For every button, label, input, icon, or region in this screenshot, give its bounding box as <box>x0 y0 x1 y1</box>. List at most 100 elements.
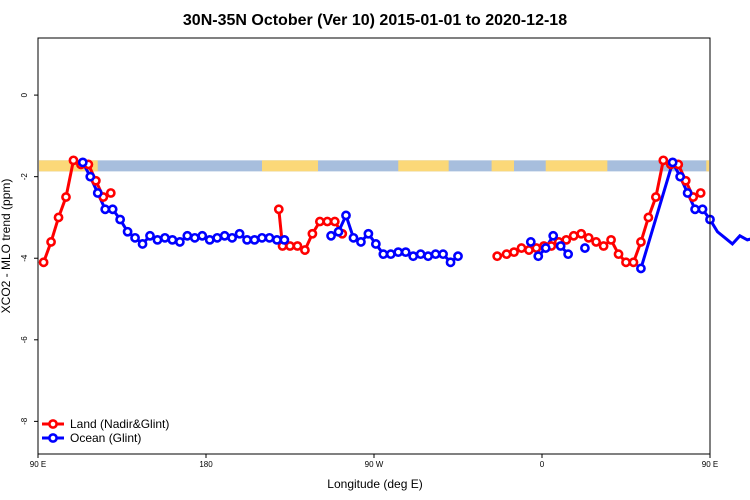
data-point <box>204 234 215 245</box>
data-point <box>197 230 208 241</box>
data-point <box>137 239 148 249</box>
data-point <box>234 228 245 239</box>
data-point <box>561 234 572 245</box>
data-point <box>333 226 344 237</box>
data-point <box>643 212 654 223</box>
data-point <box>415 249 426 260</box>
data-point <box>107 204 118 215</box>
data-point <box>453 251 463 262</box>
data-point <box>385 249 396 260</box>
y-axis-label: XCO2 - MLO trend (ppm) <box>0 179 13 314</box>
data-point <box>636 263 646 274</box>
series-line-1 <box>81 161 285 247</box>
data-point <box>189 232 200 243</box>
data-point <box>445 257 456 268</box>
data-point <box>621 257 631 268</box>
data-point <box>46 237 56 247</box>
y-tick-label: -4 <box>20 254 29 262</box>
data-point <box>92 188 103 198</box>
x-axis-label: Longitude (deg E) <box>327 477 422 491</box>
data-point <box>122 226 133 237</box>
y-axis: 0 -2 -4 -6 -8 <box>20 92 38 425</box>
data-point <box>363 228 374 239</box>
data-point <box>540 243 551 253</box>
data-point <box>182 230 193 241</box>
data-point <box>115 214 126 225</box>
land-band <box>545 160 608 172</box>
data-point <box>658 155 669 166</box>
data-point <box>509 247 519 258</box>
data-point <box>61 192 71 202</box>
data-point <box>423 251 434 262</box>
data-point <box>264 232 275 243</box>
data-point <box>606 234 616 245</box>
data-point <box>628 257 639 268</box>
data-point <box>378 249 389 260</box>
data-point <box>501 249 512 260</box>
x-tick-label: 90 W <box>365 460 384 469</box>
land-band <box>398 160 449 172</box>
data-point <box>38 257 49 268</box>
data-point <box>174 237 185 247</box>
legend-swatch-point <box>48 433 58 443</box>
data-point <box>322 216 333 227</box>
data-point <box>85 171 96 182</box>
y-tick-label: -6 <box>20 336 29 344</box>
data-point <box>516 243 527 253</box>
data-point <box>408 251 419 262</box>
data-point <box>682 188 693 198</box>
data-point <box>105 188 116 198</box>
data-point <box>563 249 574 260</box>
data-point <box>227 232 238 243</box>
data-point <box>167 234 178 245</box>
data-point <box>695 188 706 198</box>
data-point <box>307 228 318 239</box>
y-tick-label: -8 <box>20 417 29 425</box>
data-point <box>650 192 661 202</box>
data-point <box>580 243 590 253</box>
data-point <box>212 232 223 243</box>
data-point <box>348 232 359 243</box>
land-band <box>491 160 514 172</box>
data-point <box>249 234 260 245</box>
data-point <box>583 232 594 243</box>
data-point <box>430 249 441 260</box>
data-point <box>326 230 336 241</box>
legend-label: Land (Nadir&Glint) <box>70 417 169 431</box>
y-tick-label: -2 <box>20 173 29 181</box>
chart-title: 30N-35N October (Ver 10) 2015-01-01 to 2… <box>183 12 567 29</box>
x-tick-label: 180 <box>199 460 213 469</box>
x-tick-label: 90 E <box>30 460 46 469</box>
data-point <box>393 247 404 258</box>
data-point <box>292 241 303 251</box>
data-point <box>272 234 282 245</box>
x-tick-label: 90 E <box>702 460 718 469</box>
ocean-band <box>39 160 709 172</box>
data-point <box>548 230 559 241</box>
legend-swatch-point <box>48 419 58 429</box>
data-point <box>130 232 140 243</box>
data-point <box>555 241 566 251</box>
data-point <box>598 241 609 251</box>
data-point <box>675 171 686 182</box>
land-band <box>39 160 98 172</box>
data-point <box>242 234 252 245</box>
data-point <box>314 216 325 227</box>
data-point <box>145 230 155 241</box>
land-ocean-mask <box>39 160 709 172</box>
data-point <box>492 251 503 262</box>
data-point <box>370 239 381 249</box>
data-point <box>341 210 351 221</box>
data-point <box>525 237 536 247</box>
data-point <box>100 204 111 215</box>
data-point <box>690 204 700 215</box>
data-point <box>152 234 163 245</box>
data-point <box>591 237 602 247</box>
legend-label: Ocean (Glint) <box>70 431 141 445</box>
data-point <box>68 155 79 166</box>
series-points <box>38 155 715 274</box>
data-point <box>636 237 646 247</box>
data-point <box>329 216 340 227</box>
data-point <box>576 228 587 239</box>
